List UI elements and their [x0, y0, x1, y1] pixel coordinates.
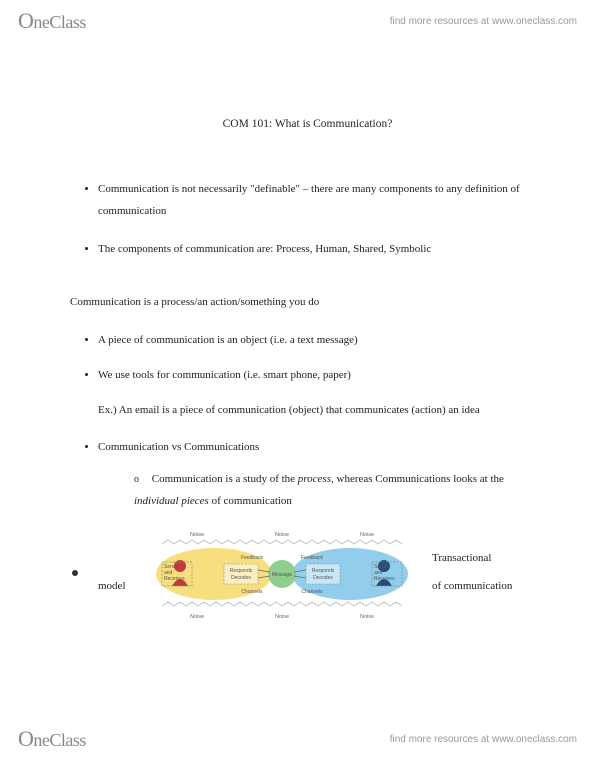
footer-tagline: find more resources at www.oneclass.com	[390, 734, 577, 745]
list-item: Communication is not necessarily "defina…	[98, 178, 545, 222]
channels-label: Channels	[301, 589, 323, 595]
feedback-label: Feedback	[241, 555, 263, 561]
sub-list-item: Communication is a study of the process,…	[134, 468, 545, 512]
diagram-word-model: model	[98, 578, 136, 596]
feedback-label: Feedback	[301, 555, 323, 561]
noise-label: Noise	[360, 532, 374, 538]
vs-text: Communication vs Communications	[98, 441, 259, 453]
top-bullet-list: Communication is not necessarily "defina…	[70, 178, 545, 260]
noise-label: Noise	[360, 614, 374, 620]
sub-em: process	[298, 473, 331, 485]
list-item: The components of communication are: Pro…	[98, 238, 545, 260]
list-item: We use tools for communication (i.e. sma…	[98, 365, 545, 386]
brand-logo-text: neClass	[33, 12, 86, 32]
noise-label: Noise	[190, 614, 204, 620]
left-box-text: Receives	[164, 576, 185, 582]
right-box-text: Receives	[374, 576, 395, 582]
noise-label: Noise	[275, 614, 289, 620]
sub-text: , whereas Communications looks at the	[331, 473, 504, 485]
bullet-icon	[72, 570, 78, 576]
mid-right-text: Responds	[312, 568, 335, 574]
mid-right-text: Decodes	[313, 575, 333, 581]
transactional-diagram: Noise Noise Noise Noise Noise Noise Mess…	[142, 526, 422, 621]
sub-bullet-list: Communication is a study of the process,…	[98, 468, 545, 512]
list-item: A piece of communication is an object (i…	[98, 330, 545, 351]
noise-label: Noise	[190, 532, 204, 538]
mid-right-box	[306, 564, 340, 584]
mid-left-text: Decodes	[231, 575, 251, 581]
document-body: COM 101: What is Communication? Communic…	[70, 115, 545, 621]
vs-bullet-list: Communication vs Communications Communic…	[70, 437, 545, 512]
page-title: COM 101: What is Communication?	[70, 115, 545, 133]
mid-bullet-list: A piece of communication is an object (i…	[70, 330, 545, 386]
footer-bar: OneClass find more resources at www.onec…	[0, 718, 595, 760]
mid-left-box	[224, 564, 258, 584]
section-subhead: Communication is a process/an action/som…	[70, 294, 545, 312]
noise-zigzag-bottom	[162, 602, 402, 606]
diagram-word-transactional: Transactional	[432, 550, 512, 568]
diagram-row: model Noise Noise Noise Noise Noise Nois…	[70, 526, 545, 621]
example-line: Ex.) An email is a piece of communicatio…	[98, 400, 545, 421]
sub-text: Communication is a study of the	[152, 473, 298, 485]
diagram-word-ofcomm: of communication	[432, 578, 512, 596]
sub-em: individual pieces	[134, 495, 209, 507]
channels-label: Channels	[241, 589, 263, 595]
diagram-svg: Noise Noise Noise Noise Noise Noise Mess…	[142, 526, 422, 621]
header-tagline: find more resources at www.oneclass.com	[390, 16, 577, 27]
list-item: Communication vs Communications Communic…	[98, 437, 545, 512]
sub-text: of communication	[209, 495, 292, 507]
center-label: Message	[272, 572, 293, 578]
brand-logo: OneClass	[18, 8, 86, 34]
header-bar: OneClass find more resources at www.onec…	[0, 0, 595, 42]
noise-label: Noise	[275, 532, 289, 538]
noise-zigzag-top	[162, 540, 402, 544]
brand-logo-text-footer: neClass	[33, 730, 86, 750]
mid-left-text: Responds	[230, 568, 253, 574]
brand-logo-footer: OneClass	[18, 726, 86, 752]
